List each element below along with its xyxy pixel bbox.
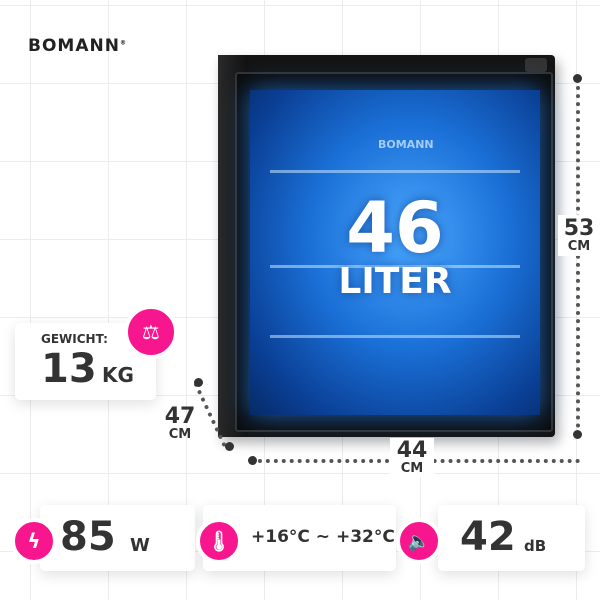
scale-icon: ⚖ bbox=[124, 305, 178, 359]
noise-card: 42 dB bbox=[438, 505, 585, 571]
depth-unit: CM bbox=[168, 427, 192, 442]
height-dimension-line bbox=[576, 78, 580, 436]
shelf bbox=[270, 170, 520, 173]
dimension-dot bbox=[225, 442, 234, 451]
thermostat-knob bbox=[525, 58, 547, 72]
shelf bbox=[270, 335, 520, 338]
lightning-icon: ϟ bbox=[11, 518, 57, 564]
weight-card: GEWICHT: 13 KG bbox=[15, 323, 156, 400]
power-unit: W bbox=[130, 535, 150, 556]
height-value: 53 bbox=[563, 216, 595, 241]
width-label: 44 CM bbox=[390, 438, 434, 477]
interior-logo: BOMANN bbox=[378, 138, 434, 151]
brand-logo: BOMANN® bbox=[28, 36, 127, 56]
dimension-dot bbox=[248, 456, 257, 465]
power-card: 85 W bbox=[40, 505, 195, 571]
weight-unit: KG bbox=[102, 363, 134, 387]
depth-label: 47 CM bbox=[160, 404, 200, 442]
height-unit: CM bbox=[567, 239, 591, 254]
weight-value: 13 bbox=[41, 346, 97, 392]
temperature-range: +16°C ~ +32°C bbox=[251, 527, 395, 547]
power-value: 85 bbox=[60, 514, 116, 560]
noise-value: 42 bbox=[460, 514, 516, 560]
speaker-icon: 🔈 bbox=[396, 518, 442, 564]
height-label: 53 CM bbox=[558, 215, 600, 256]
depth-value: 47 bbox=[164, 404, 196, 429]
dimension-dot bbox=[573, 74, 582, 83]
width-value: 44 bbox=[396, 438, 428, 463]
dimension-dot bbox=[194, 378, 203, 387]
shelf bbox=[270, 265, 520, 268]
capacity-value: 46 bbox=[346, 187, 444, 269]
weight-label: GEWICHT: bbox=[41, 332, 108, 346]
thermometer-globe-icon: 🌡 bbox=[196, 518, 242, 564]
width-unit: CM bbox=[400, 461, 424, 476]
capacity-unit: LITER bbox=[338, 261, 452, 302]
fridge-interior: BOMANN bbox=[250, 90, 540, 415]
dimension-dot bbox=[573, 430, 582, 439]
noise-unit: dB bbox=[524, 537, 547, 555]
